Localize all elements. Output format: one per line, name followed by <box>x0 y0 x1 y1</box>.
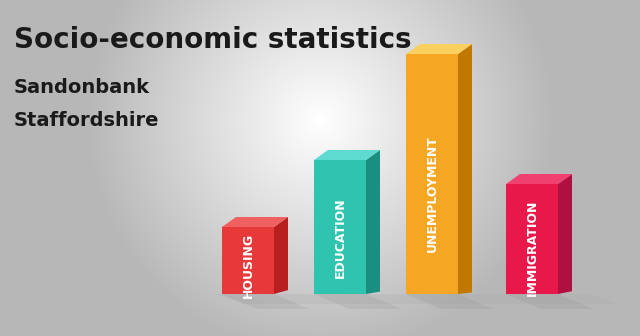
Polygon shape <box>406 54 458 294</box>
Polygon shape <box>274 217 288 294</box>
Polygon shape <box>406 294 493 309</box>
Polygon shape <box>506 174 572 184</box>
Polygon shape <box>506 184 558 294</box>
Polygon shape <box>314 294 401 309</box>
Text: Socio-economic statistics: Socio-economic statistics <box>14 26 412 54</box>
Polygon shape <box>222 227 274 294</box>
Polygon shape <box>314 160 366 294</box>
Text: UNEMPLOYMENT: UNEMPLOYMENT <box>426 135 438 252</box>
Polygon shape <box>314 150 380 160</box>
Text: IMMIGRATION: IMMIGRATION <box>525 200 538 296</box>
Text: HOUSING: HOUSING <box>241 233 255 298</box>
Polygon shape <box>406 44 472 54</box>
Polygon shape <box>506 294 593 309</box>
Polygon shape <box>458 44 472 294</box>
Polygon shape <box>222 217 288 227</box>
Text: EDUCATION: EDUCATION <box>333 198 346 278</box>
Text: Sandonbank: Sandonbank <box>14 78 150 97</box>
Polygon shape <box>222 294 309 309</box>
Text: Staffordshire: Staffordshire <box>14 111 159 130</box>
Polygon shape <box>215 294 618 304</box>
Polygon shape <box>366 150 380 294</box>
Polygon shape <box>558 174 572 294</box>
